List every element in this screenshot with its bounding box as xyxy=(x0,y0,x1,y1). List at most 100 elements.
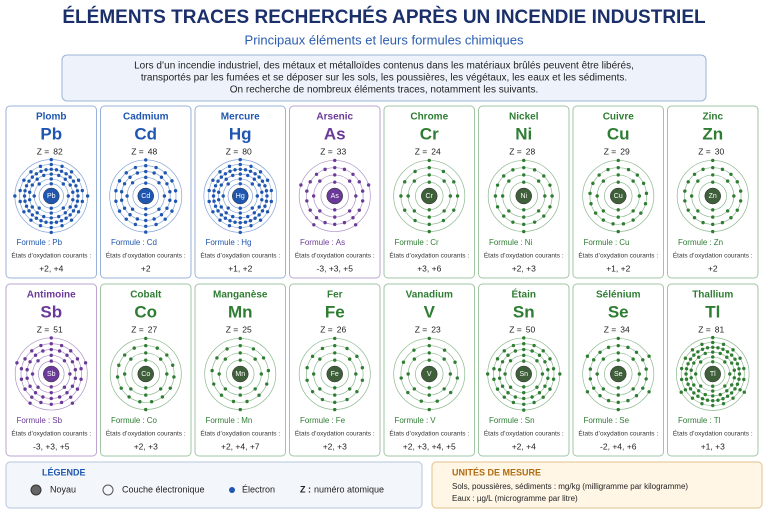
electron xyxy=(308,208,312,212)
electron xyxy=(238,211,242,215)
oxidation-states: +1, +2 xyxy=(228,263,252,273)
electron xyxy=(427,407,431,412)
electron xyxy=(70,384,75,388)
electron xyxy=(689,194,694,198)
electron xyxy=(74,184,78,188)
z-prefix: Z = xyxy=(415,146,428,156)
electron xyxy=(506,391,510,395)
element-symbol: Zn xyxy=(702,124,723,143)
oxidation-states: +2, +3 xyxy=(512,263,536,273)
electron xyxy=(601,357,606,361)
electron xyxy=(128,175,132,179)
electron xyxy=(70,360,75,364)
electron xyxy=(49,225,53,230)
electron xyxy=(41,349,45,353)
states-label: États d’oxydation courants : xyxy=(578,429,658,438)
states-label: États d’oxydation courants : xyxy=(295,429,375,438)
electron xyxy=(252,177,257,181)
electron xyxy=(49,353,53,358)
electron xyxy=(419,399,423,403)
electron xyxy=(589,202,593,206)
element-name: Manganèse xyxy=(213,290,268,301)
formula-prefix: Formule : xyxy=(678,416,712,425)
electron xyxy=(218,170,222,174)
electron xyxy=(700,342,704,347)
electron xyxy=(60,164,64,169)
electron xyxy=(32,194,36,198)
electron xyxy=(80,199,85,204)
z-value: 81 xyxy=(715,324,725,334)
electron xyxy=(522,165,526,170)
electron xyxy=(210,368,214,373)
electron xyxy=(35,177,39,181)
electron xyxy=(79,377,83,381)
electron xyxy=(616,407,620,412)
electron xyxy=(742,366,746,371)
element-name: Nickel xyxy=(509,112,539,123)
electron xyxy=(257,393,261,397)
electron xyxy=(333,336,337,341)
z-prefix: Z = xyxy=(698,324,711,334)
electron xyxy=(122,353,127,357)
electron xyxy=(117,363,121,367)
nucleus xyxy=(43,187,60,205)
electron xyxy=(75,189,80,193)
electron xyxy=(532,343,536,348)
electron xyxy=(19,367,24,371)
electron xyxy=(711,158,715,163)
element-symbol: Ni xyxy=(515,124,532,143)
electron xyxy=(551,367,556,371)
electron xyxy=(311,372,316,376)
electron xyxy=(144,175,148,180)
electron xyxy=(173,189,178,193)
electron xyxy=(616,208,620,212)
electron xyxy=(170,209,174,213)
electron xyxy=(59,218,64,223)
electron xyxy=(522,390,526,395)
electron xyxy=(119,386,123,390)
electron xyxy=(333,180,337,184)
electron xyxy=(314,172,319,176)
electron xyxy=(154,222,158,227)
nucleus-symbol: Ni xyxy=(520,193,527,200)
electron xyxy=(711,229,715,234)
electron xyxy=(170,363,175,367)
electron xyxy=(68,175,72,179)
intro-box xyxy=(61,54,707,102)
nucleus xyxy=(515,365,532,383)
electron xyxy=(129,357,133,361)
electron xyxy=(597,173,601,177)
electron xyxy=(133,165,138,170)
electron xyxy=(308,180,312,184)
electron xyxy=(62,385,67,389)
electron xyxy=(729,353,734,357)
nucleus xyxy=(43,365,60,383)
nucleus-symbol: Hg xyxy=(236,193,245,200)
electron xyxy=(360,365,365,370)
electron xyxy=(168,198,172,202)
electron xyxy=(74,204,78,208)
electron xyxy=(69,218,74,222)
electron xyxy=(333,215,337,219)
electron xyxy=(238,177,242,181)
electron xyxy=(347,357,352,361)
electron xyxy=(535,385,539,389)
electron xyxy=(117,179,122,183)
electron xyxy=(22,194,27,198)
electron xyxy=(311,194,316,198)
states-label: États d’oxydation courants : xyxy=(295,251,375,260)
electron xyxy=(696,389,701,393)
z-value: 33 xyxy=(337,146,347,156)
electron xyxy=(130,207,135,211)
z-value: 82 xyxy=(53,146,63,156)
electron xyxy=(71,179,76,183)
electron xyxy=(132,346,136,350)
electron xyxy=(616,351,620,355)
electron xyxy=(224,177,228,181)
formula-prefix: Formule : xyxy=(394,416,428,425)
formula: Hg xyxy=(241,238,251,247)
electron xyxy=(543,194,547,198)
electron xyxy=(551,377,556,381)
subtitle: Principaux éléments et leurs formules ch… xyxy=(245,32,524,47)
electron xyxy=(65,353,69,357)
